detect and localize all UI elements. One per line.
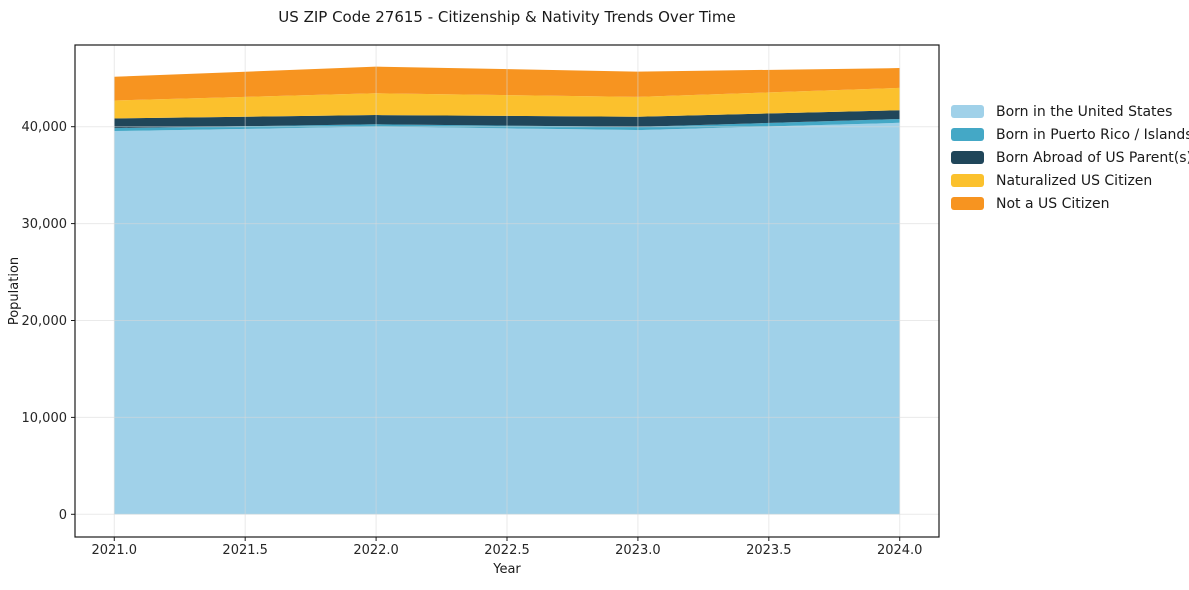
legend-item: Not a US Citizen — [951, 192, 1189, 215]
legend-item: Born Abroad of US Parent(s) — [951, 146, 1189, 169]
y-tick-label: 40,000 — [22, 120, 68, 135]
legend-label: Naturalized US Citizen — [996, 172, 1153, 189]
legend-swatch-born-pr — [951, 128, 984, 141]
legend-label: Not a US Citizen — [996, 195, 1110, 212]
legend-swatch-born-us — [951, 105, 984, 118]
legend: Born in the United States Born in Puerto… — [951, 100, 1189, 215]
chart-title: US ZIP Code 27615 - Citizenship & Nativi… — [278, 8, 736, 26]
legend-item: Born in the United States — [951, 100, 1189, 123]
x-tick-label: 2023.5 — [746, 543, 792, 558]
tick-marks — [71, 126, 901, 541]
y-tick-label: 30,000 — [22, 217, 68, 232]
x-tick-label: 2022.0 — [353, 543, 399, 558]
x-tick-label: 2024.0 — [877, 543, 923, 558]
legend-swatch-born-abroad — [951, 151, 984, 164]
legend-item: Born in Puerto Rico / Islands — [951, 123, 1189, 146]
x-tick-label: 2021.0 — [92, 543, 138, 558]
x-tick-label: 2022.5 — [484, 543, 530, 558]
y-tick-label: 10,000 — [22, 411, 68, 426]
x-axis-label: Year — [492, 562, 521, 577]
tick-labels: 2021.0 2021.5 2022.0 2022.5 2023.0 2023.5 2024… — [22, 120, 923, 558]
y-tick-label: 0 — [59, 508, 67, 523]
y-axis-label: Population — [7, 257, 22, 325]
y-tick-label: 20,000 — [22, 314, 68, 329]
gridlines — [75, 45, 939, 537]
legend-label: Born in the United States — [996, 103, 1173, 120]
legend-label: Born in Puerto Rico / Islands — [996, 126, 1189, 143]
legend-swatch-not-citizen — [951, 197, 984, 210]
x-tick-label: 2021.5 — [222, 543, 268, 558]
area-series-1 — [114, 118, 900, 132]
x-tick-label: 2023.0 — [615, 543, 661, 558]
legend-swatch-naturalized — [951, 174, 984, 187]
legend-item: Naturalized US Citizen — [951, 169, 1189, 192]
legend-label: Born Abroad of US Parent(s) — [996, 149, 1189, 166]
